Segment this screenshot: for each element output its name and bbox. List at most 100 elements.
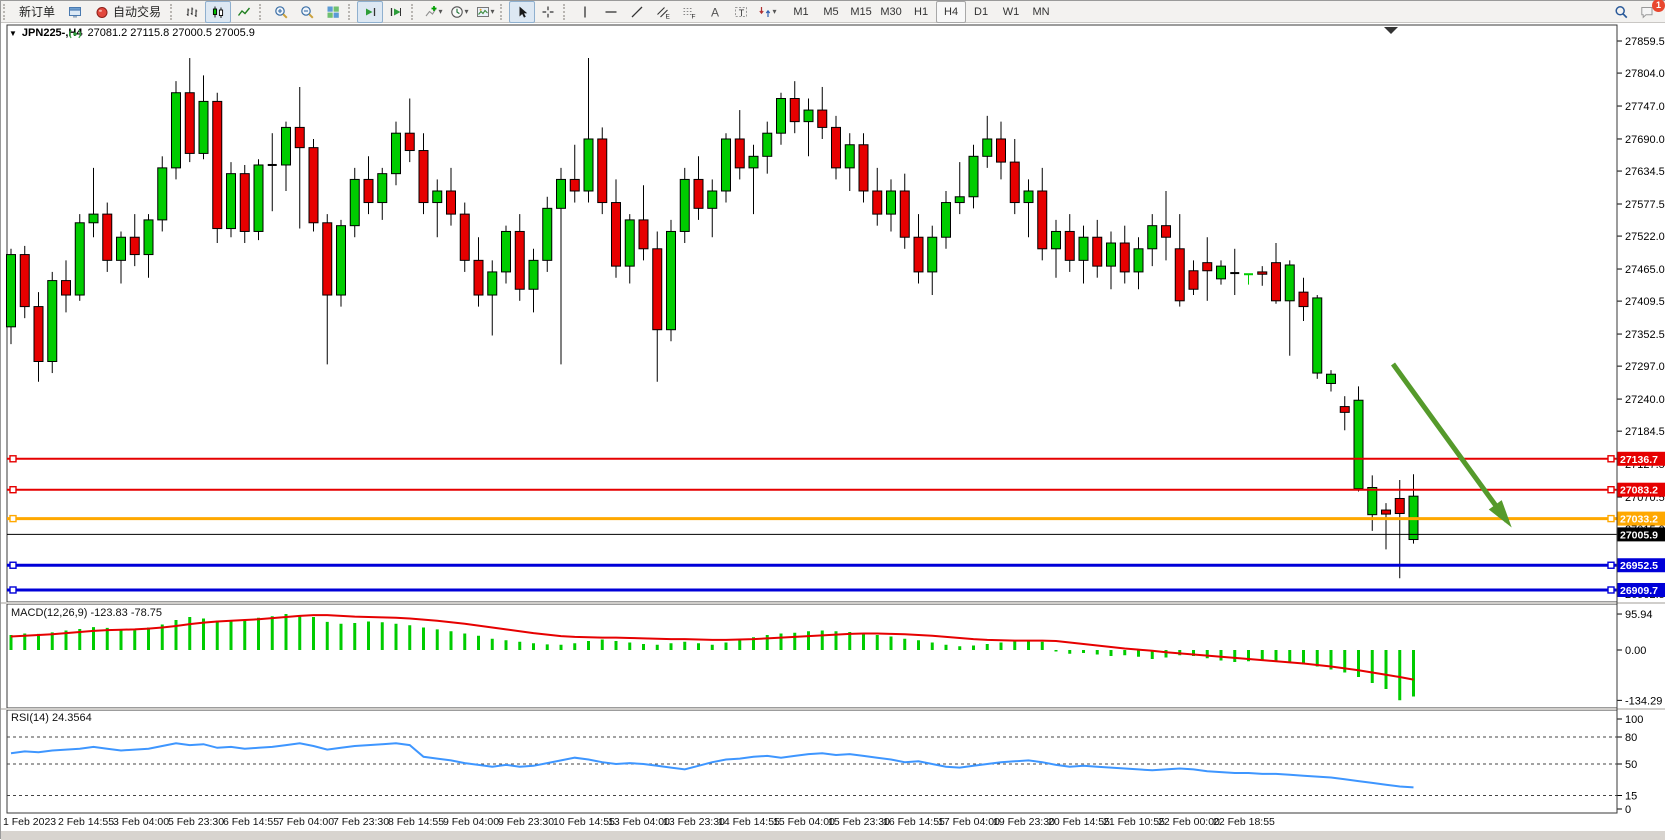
indicators-button[interactable]: ▾: [420, 1, 446, 23]
notifications-button[interactable]: 1: [1634, 0, 1665, 23]
price-tag-label: 27136.7: [1620, 454, 1658, 466]
line-handle[interactable]: [1607, 486, 1615, 494]
price-tick-label: 27465.0: [1625, 264, 1665, 276]
line-handle[interactable]: [1607, 586, 1615, 594]
toolbar-grip[interactable]: [563, 3, 570, 20]
candle-body: [88, 213, 99, 224]
vertical-line-tool-button[interactable]: [572, 1, 598, 23]
navigator-button[interactable]: [62, 23, 88, 45]
timeframe-d1-button[interactable]: D1: [974, 5, 989, 18]
price-tick-label: 27352.5: [1625, 329, 1665, 341]
line-handle[interactable]: [1607, 561, 1615, 569]
fibo-icon: F: [682, 5, 696, 19]
autotrading-label: 自动交易: [113, 5, 162, 19]
price-tick-label: 27297.0: [1625, 361, 1665, 373]
candle-body: [803, 109, 814, 123]
candle-body: [501, 230, 511, 273]
timeframe-mn-button[interactable]: MN: [1032, 5, 1050, 18]
panel-splitter[interactable]: [1, 708, 1665, 710]
zoom-out-button[interactable]: [294, 1, 320, 23]
price-tag: [1617, 482, 1665, 497]
line-handle[interactable]: [9, 486, 17, 494]
rsi-panel[interactable]: [6, 709, 1618, 814]
chart-shift-button[interactable]: [383, 1, 409, 23]
chart-shift-icon: [389, 5, 403, 19]
text-tool-button[interactable]: A: [702, 1, 728, 23]
fibonacci-tool-button[interactable]: F: [676, 1, 702, 23]
toolbar-grip[interactable]: [3, 3, 10, 20]
autotrading-button[interactable]: 自动交易: [88, 1, 168, 23]
candle-body: [418, 150, 429, 204]
toolbar-grip[interactable]: [500, 3, 507, 20]
arrows-tool-button[interactable]: ▾: [754, 1, 780, 23]
auto-scroll-button[interactable]: [357, 0, 384, 23]
macd-tick-label: 95.94: [1625, 609, 1653, 621]
candle-body: [556, 178, 566, 209]
candle-body: [171, 92, 181, 169]
candle-body: [377, 173, 388, 204]
time-axis-label: 19 Feb 23:30: [993, 816, 1055, 828]
zoom-in-button[interactable]: [268, 1, 294, 23]
time-axis-label: 3 Feb 04:00: [113, 816, 169, 828]
toolbar-grip[interactable]: [411, 3, 418, 20]
new-order-button[interactable]: 新订单: [12, 1, 62, 23]
line-handle[interactable]: [9, 455, 17, 463]
toolbar-grip[interactable]: [259, 3, 266, 20]
price-tag: [1617, 582, 1665, 597]
candle-body: [446, 190, 456, 215]
label-tool-button[interactable]: T: [728, 1, 754, 23]
toolbar-grip[interactable]: [170, 3, 177, 20]
panel-splitter[interactable]: [1, 602, 1665, 604]
time-axis-label: 15 Feb 23:30: [828, 816, 890, 828]
price-tick-label: 27859.5: [1625, 36, 1665, 48]
timeframe-m30-button[interactable]: M30: [880, 5, 902, 18]
trendline-tool-button[interactable]: [624, 1, 650, 23]
ohlc-quote-label: 27081.2 27115.8 27000.5 27005.9: [87, 27, 255, 39]
rsi-tick-label: 15: [1625, 791, 1637, 803]
trend-arrow-annotation[interactable]: [1390, 362, 1510, 523]
line-handle[interactable]: [9, 514, 17, 523]
signal-icon: [68, 27, 82, 41]
price-tag-label: 27033.2: [1620, 514, 1658, 526]
line-chart-mode-button[interactable]: [231, 1, 257, 23]
periods-button[interactable]: ▾: [446, 1, 472, 23]
timeframe-w1-button[interactable]: W1: [1002, 5, 1020, 18]
line-handle[interactable]: [1607, 455, 1615, 463]
horizontal-line-tool-button[interactable]: [598, 1, 624, 23]
line-handle[interactable]: [9, 586, 17, 594]
timeframe-m15-button[interactable]: M15: [850, 5, 872, 18]
time-axis-label: 9 Feb 23:30: [498, 816, 554, 828]
text-a-icon: A: [708, 5, 722, 19]
timeframe-m1-button[interactable]: M1: [793, 5, 809, 18]
price-tag-label: 27083.2: [1620, 485, 1658, 497]
line-handle[interactable]: [1607, 514, 1615, 523]
auto-scroll-icon: [363, 5, 377, 19]
timeframe-m5-button[interactable]: M5: [823, 5, 839, 18]
candle-body: [1161, 225, 1171, 238]
tile-windows-button[interactable]: [320, 1, 346, 23]
macd-tick-label: 0.00: [1625, 645, 1646, 657]
timeframe-h4-button[interactable]: H4: [936, 0, 967, 23]
time-axis-label: 22 Feb 18:55: [1213, 816, 1275, 828]
candle-body: [941, 202, 951, 238]
data-window-button[interactable]: [62, 1, 88, 23]
candle-body: [349, 178, 360, 227]
templates-button[interactable]: ▾: [472, 1, 498, 23]
symbol-period-label: JPN225-,H4: [21, 27, 83, 39]
candlestick-mode-button[interactable]: [205, 0, 232, 23]
cursor-tool-button[interactable]: [509, 0, 536, 23]
template-icon: [476, 5, 490, 19]
crosshair-tool-button[interactable]: [535, 1, 561, 23]
candle-body: [679, 178, 690, 232]
bar-chart-mode-button[interactable]: [179, 1, 205, 23]
search-button[interactable]: [1608, 1, 1634, 23]
timeframe-h1-button[interactable]: H1: [914, 5, 929, 18]
time-axis-label: 15 Feb 04:00: [773, 816, 835, 828]
candle-body: [817, 109, 828, 128]
equidistant-channel-tool-button[interactable]: E: [650, 1, 676, 23]
line-handle[interactable]: [9, 561, 17, 569]
toolbar-grip[interactable]: [348, 3, 355, 20]
candle-body: [789, 98, 800, 123]
quote-collapse-icon[interactable]: ▼: [9, 28, 17, 38]
